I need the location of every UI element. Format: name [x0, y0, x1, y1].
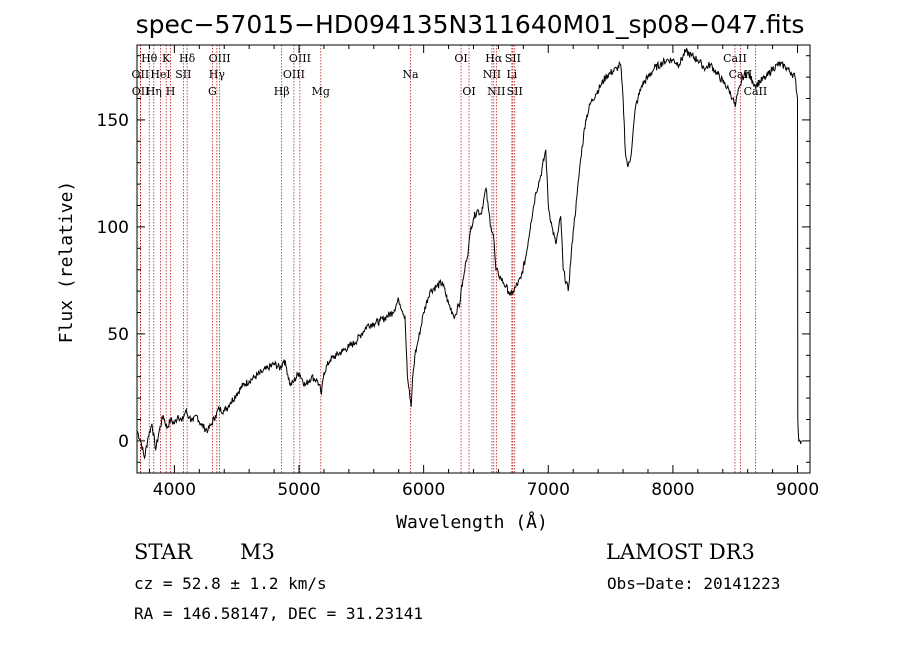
ra-dec-coords: RA = 146.58147, DEC = 31.23141: [134, 604, 423, 623]
line-label-10: Hγ: [209, 68, 226, 81]
line-label-18: OI: [462, 85, 475, 98]
x-axis: 4000 5000 6000 7000 8000 9000: [148, 45, 819, 500]
line-label-27: CaII: [744, 85, 768, 98]
line-label-7: SII: [175, 68, 191, 81]
line-label-9: OIII: [209, 52, 231, 65]
line-label-8: Hδ: [179, 52, 196, 65]
x-tick-label: 9000: [776, 480, 819, 500]
line-label-6: H: [166, 85, 176, 98]
line-label-21: NII: [487, 85, 505, 98]
line-label-24: SII: [507, 85, 523, 98]
x-tick-label: 6000: [402, 480, 445, 500]
line-label-25: CaII: [723, 52, 747, 65]
line-label-12: Hβ: [274, 85, 290, 98]
survey-name: LAMOST DR3: [606, 540, 755, 564]
object-subclass: M3: [240, 540, 275, 564]
chart-title: spec−57015−HD094135N311640M01_sp08−047.f…: [136, 10, 805, 39]
y-axis-label: Flux (relative): [56, 181, 77, 344]
line-label-14: OIII: [283, 68, 305, 81]
line-label-11: G: [208, 85, 217, 98]
x-tick-label: 4000: [153, 480, 196, 500]
line-label-23: Li: [506, 68, 517, 81]
x-tick-label: 7000: [527, 480, 570, 500]
object-class: STAR: [134, 540, 193, 564]
line-label-2: OII: [132, 85, 150, 98]
y-axis: 0 50 100 150: [97, 55, 810, 463]
line-label-4: HeI: [150, 68, 170, 81]
line-label-17: OI: [454, 52, 467, 65]
x-tick-label: 8000: [651, 480, 694, 500]
x-tick-label: 5000: [277, 480, 320, 500]
line-label-20: NII: [483, 68, 501, 81]
line-label-13: OIII: [289, 52, 311, 65]
line-label-16: Na: [402, 68, 419, 81]
x-axis-label: Wavelength (Å): [396, 511, 548, 533]
line-label-1: OII: [132, 68, 150, 81]
spectrum-line: [136, 47, 802, 460]
line-label-19: Hα: [485, 52, 503, 65]
plot-frame: [136, 44, 811, 474]
y-tick-label: 0: [118, 432, 129, 452]
line-label-22: SII: [505, 52, 521, 65]
line-label-3: Hη: [146, 85, 162, 98]
y-tick-label: 150: [97, 111, 129, 131]
redshift-cz: cz = 52.8 ± 1.2 km/s: [134, 574, 327, 593]
line-label-0: Hθ: [141, 52, 158, 65]
line-label-15: Mg: [312, 85, 330, 98]
obs-date: Obs−Date: 20141223: [607, 574, 780, 593]
y-tick-label: 50: [107, 325, 129, 345]
line-label-5: K: [162, 52, 171, 65]
y-tick-label: 100: [97, 218, 129, 238]
spectral-line-markers: [140, 45, 756, 473]
